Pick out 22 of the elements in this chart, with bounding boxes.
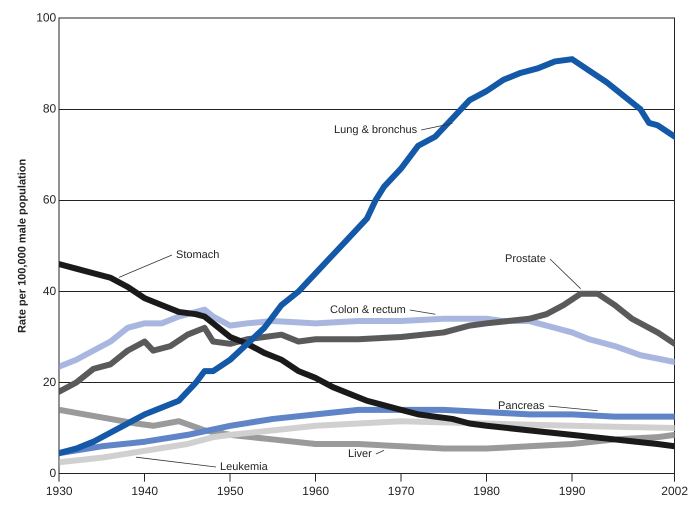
text: Prostate: [505, 253, 546, 266]
y-tick-label: 0: [50, 466, 57, 480]
series-label: Lung & bronchus: [334, 124, 418, 136]
x-tick-label: 1940: [131, 484, 158, 498]
y-axis-title: Rate per 100,000 male population: [16, 158, 29, 334]
x-tick-label: 1960: [302, 484, 330, 498]
x-tick-label: 1930: [46, 484, 73, 498]
y-tick-label: 100: [36, 10, 57, 25]
text: Leukemia: [220, 461, 269, 474]
text: Stomach: [176, 249, 220, 262]
series-label: Colon & rectum: [330, 304, 406, 316]
y-tick-label: 80: [42, 102, 57, 116]
x-tick-label: 1970: [388, 484, 415, 498]
series-label: Liver: [348, 448, 372, 460]
y-tick-label: 40: [42, 284, 57, 298]
x-tick-label: 1950: [216, 484, 244, 498]
y-tick-label: 60: [42, 192, 57, 207]
x-tick-label: 2002: [661, 484, 688, 498]
series-label: Pancreas: [498, 400, 545, 412]
x-tick-label: 1980: [473, 484, 500, 498]
y-tick-label: 20: [42, 374, 57, 389]
x-tick-label: 1990: [558, 484, 586, 498]
